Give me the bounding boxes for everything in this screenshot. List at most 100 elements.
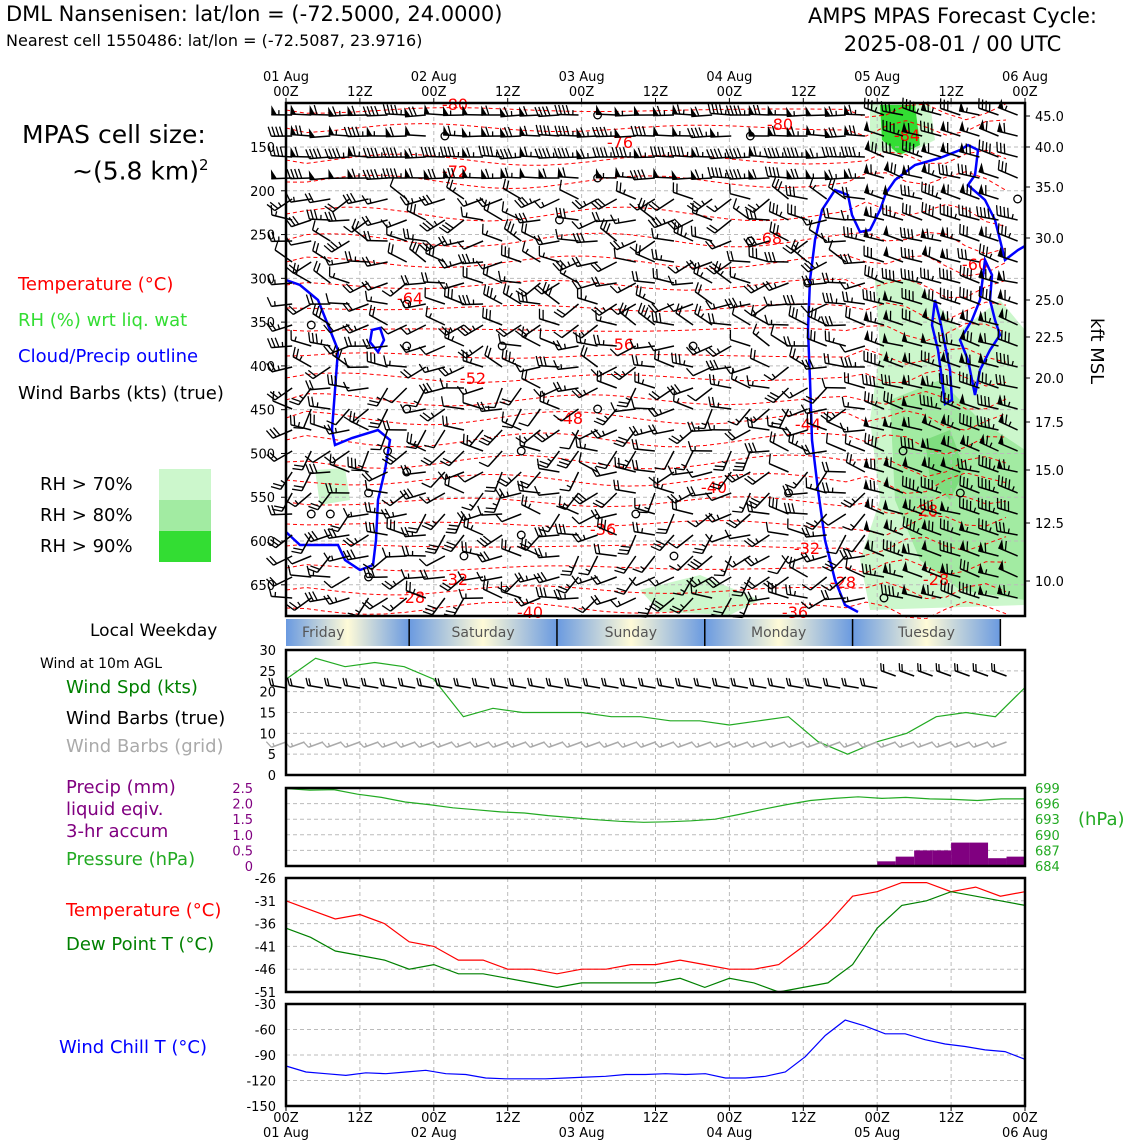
barb-flag — [904, 247, 907, 258]
barb-flag — [483, 551, 490, 561]
barb-half-flag — [826, 742, 830, 747]
wind-barb — [304, 192, 331, 204]
barb-flag — [980, 395, 983, 406]
wind-barb — [437, 366, 465, 377]
wind-barb — [882, 562, 904, 578]
barb-half-flag — [272, 742, 275, 747]
wind-barb — [516, 534, 541, 552]
wind-barb — [534, 485, 560, 496]
barb-staff — [290, 155, 312, 158]
barb-half-flag — [852, 461, 856, 467]
barb-flag — [422, 383, 429, 393]
wind-barb — [482, 307, 503, 326]
barb-flag — [603, 678, 607, 686]
barb-flag — [800, 305, 809, 314]
barb-staff — [824, 240, 846, 243]
wind-barb — [732, 450, 752, 472]
barb-half-flag — [954, 297, 958, 303]
wind-barb — [361, 471, 388, 482]
barb-flag — [421, 482, 431, 488]
barb-flag — [424, 444, 435, 449]
barb-staff — [347, 513, 369, 518]
barb-flag — [386, 168, 391, 179]
barb-flag — [609, 241, 618, 251]
wind-barb — [705, 576, 732, 589]
barb-pennant — [901, 395, 908, 406]
barb-flag — [342, 303, 350, 312]
barb-flag — [792, 186, 796, 197]
calm-circle — [1013, 194, 1023, 204]
barb-flag — [648, 476, 657, 485]
barb-half-flag — [676, 398, 680, 403]
wind-barb — [266, 362, 293, 373]
barb-flag — [334, 375, 337, 386]
barb-flag — [535, 586, 540, 597]
barb-half-flag — [659, 409, 663, 415]
barb-flag — [427, 604, 438, 610]
barb-flag — [399, 299, 406, 309]
barb-flag — [686, 468, 693, 478]
wind-barb — [632, 555, 656, 573]
wind-barb — [590, 261, 618, 273]
barb-flag — [541, 106, 547, 117]
wind-barb — [748, 168, 770, 180]
barb-flag — [293, 547, 304, 551]
precip-tick-label: 0.5 — [232, 844, 253, 859]
barb-half-flag — [503, 276, 506, 282]
barb-flag — [726, 250, 731, 261]
barb-half-flag — [549, 742, 552, 747]
barb-flag — [672, 741, 679, 748]
barb-pennant — [595, 104, 602, 115]
wind-barb — [708, 396, 732, 410]
barb-flag — [989, 143, 991, 154]
wind-barb — [328, 168, 350, 180]
barb-flag — [540, 571, 548, 581]
wind-barb — [687, 555, 713, 570]
barb-flag — [542, 281, 547, 292]
barb-staff — [523, 429, 541, 444]
wind-barb — [881, 267, 904, 284]
barb-flag — [456, 241, 465, 250]
barb-flag — [654, 349, 657, 360]
barb-flag — [821, 461, 826, 472]
wind-barb — [637, 492, 656, 514]
barb-flag — [485, 308, 488, 319]
barb-flag — [571, 201, 580, 210]
barb-flag — [945, 165, 948, 176]
barb-flag — [347, 126, 353, 137]
barb-pennant — [939, 500, 946, 512]
barb-flag — [590, 595, 598, 605]
barb-flag — [911, 270, 914, 281]
wind-barb — [649, 146, 675, 158]
wind-barb — [478, 450, 503, 468]
barb-flag — [947, 415, 950, 426]
wind-barb — [901, 475, 923, 494]
barb-half-flag — [331, 555, 334, 561]
barb-half-flag — [755, 203, 760, 208]
wind-barb — [324, 211, 350, 223]
barb-half-flag — [583, 200, 587, 206]
barb-flag — [976, 415, 979, 426]
wind-barb — [745, 208, 770, 221]
barb-half-flag — [973, 381, 977, 387]
wind-barb — [978, 243, 999, 263]
barb-flag — [629, 339, 635, 349]
barb-flag — [825, 146, 830, 157]
top-date-label: 06 Aug — [1002, 70, 1048, 85]
wind-barb — [882, 204, 904, 221]
barb-pennant — [997, 121, 1003, 133]
barb-flag — [863, 391, 867, 402]
wind-barb — [381, 547, 407, 558]
barb-flag — [676, 104, 681, 115]
barb-flag — [573, 607, 583, 614]
barb-flag — [693, 677, 697, 686]
barb-flag — [775, 498, 778, 510]
barb-flag — [479, 552, 487, 562]
barb-flag — [667, 495, 676, 504]
barb-flag — [867, 392, 870, 403]
barb-flag — [514, 597, 522, 607]
wind-barb — [786, 126, 808, 137]
barb-staff — [977, 593, 999, 599]
barb-flag — [537, 234, 544, 245]
barb-flag — [805, 395, 816, 402]
